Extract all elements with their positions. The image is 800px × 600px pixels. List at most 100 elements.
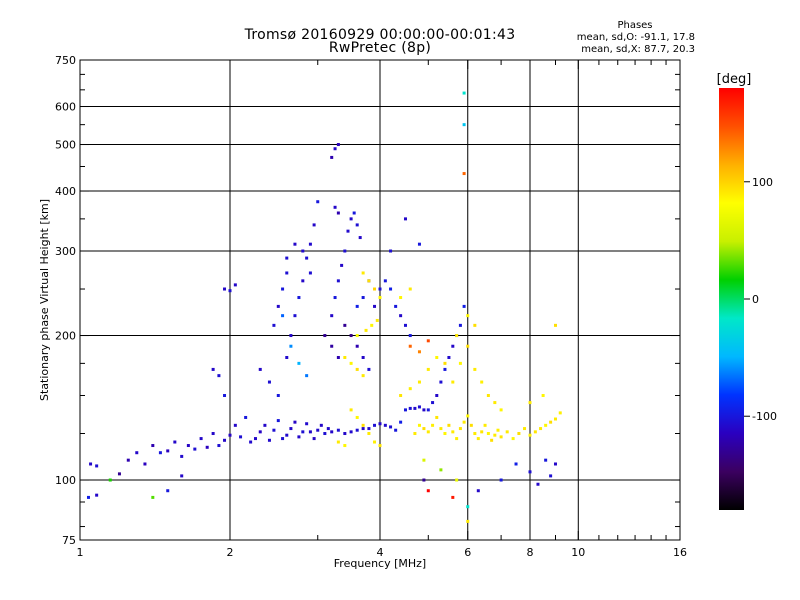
echo-point bbox=[422, 458, 426, 462]
echo-point bbox=[367, 279, 371, 283]
echo-point bbox=[367, 427, 371, 431]
echo-point bbox=[361, 296, 365, 300]
echo-point bbox=[413, 406, 417, 410]
echo-point bbox=[361, 374, 365, 378]
echo-point bbox=[399, 296, 403, 300]
echo-point bbox=[285, 256, 289, 260]
echo-point bbox=[205, 445, 209, 449]
echo-point bbox=[417, 405, 421, 409]
echo-point bbox=[158, 451, 162, 455]
colorbar-ticks: 100 0 -100 bbox=[744, 176, 777, 423]
echo-point bbox=[95, 493, 99, 497]
echo-point bbox=[217, 444, 221, 448]
echo-point bbox=[417, 242, 421, 246]
echo-point bbox=[378, 287, 382, 291]
chart-title-line2: RwPretec (8p) bbox=[328, 40, 432, 56]
echo-point bbox=[349, 217, 353, 221]
echo-point bbox=[349, 334, 353, 338]
y-tick-label: 600 bbox=[55, 101, 76, 114]
echo-point bbox=[228, 289, 232, 293]
echo-point bbox=[499, 478, 503, 482]
echo-point bbox=[426, 430, 430, 434]
y-tick-label: 200 bbox=[55, 330, 76, 343]
echo-point bbox=[394, 304, 398, 308]
echo-point bbox=[558, 411, 562, 415]
echo-point bbox=[447, 355, 451, 359]
echo-point bbox=[426, 367, 430, 371]
echo-point bbox=[403, 323, 407, 327]
echo-point bbox=[378, 422, 382, 426]
echo-point bbox=[496, 428, 500, 432]
echo-point bbox=[126, 458, 130, 462]
echo-point bbox=[378, 444, 382, 448]
echo-point bbox=[539, 427, 543, 431]
echo-point bbox=[370, 323, 374, 327]
echo-point bbox=[336, 428, 340, 432]
echo-point bbox=[426, 339, 430, 343]
echo-point bbox=[383, 279, 387, 283]
echo-point bbox=[408, 287, 412, 291]
echo-point bbox=[435, 415, 439, 419]
echo-point bbox=[349, 408, 353, 412]
echo-point bbox=[451, 380, 455, 384]
echo-point bbox=[462, 123, 466, 127]
echo-point bbox=[244, 415, 248, 419]
echo-point bbox=[447, 423, 451, 427]
echo-point bbox=[375, 318, 379, 322]
echo-point bbox=[333, 147, 337, 151]
echo-point bbox=[263, 423, 267, 427]
echo-point bbox=[511, 437, 515, 441]
echo-point bbox=[528, 401, 532, 405]
echo-point bbox=[180, 454, 184, 458]
echo-point bbox=[541, 394, 545, 398]
echo-point bbox=[408, 344, 412, 348]
y-tick-label: 100 bbox=[55, 474, 76, 487]
echo-point bbox=[361, 423, 365, 427]
colorbar-unit: [deg] bbox=[717, 72, 752, 87]
echo-point bbox=[289, 334, 293, 338]
echo-point bbox=[330, 155, 334, 159]
echo-point bbox=[514, 462, 518, 466]
echo-point bbox=[355, 334, 359, 338]
axis-ticks bbox=[79, 59, 681, 541]
echo-point bbox=[367, 432, 371, 436]
echo-point bbox=[272, 323, 276, 327]
echo-point bbox=[417, 423, 421, 427]
echo-point bbox=[399, 394, 403, 398]
echo-point bbox=[135, 451, 139, 455]
echo-point bbox=[361, 355, 365, 359]
echo-point bbox=[528, 470, 532, 474]
x-tick-label: 4 bbox=[377, 546, 384, 559]
echo-point bbox=[352, 211, 356, 215]
echo-point bbox=[276, 304, 280, 308]
echo-point bbox=[253, 437, 257, 441]
echo-point bbox=[355, 428, 359, 432]
echo-point bbox=[443, 432, 447, 436]
echo-point bbox=[305, 422, 309, 426]
echo-point bbox=[473, 432, 477, 436]
echo-point bbox=[431, 401, 435, 405]
echo-point bbox=[399, 314, 403, 318]
echo-point bbox=[373, 287, 377, 291]
chart-title-line1: Tromsø 20160929 00:00:00-00:01:43 bbox=[244, 27, 516, 43]
echo-point bbox=[355, 344, 359, 348]
echo-point bbox=[476, 437, 480, 441]
echo-point bbox=[462, 304, 466, 308]
echo-point bbox=[319, 423, 323, 427]
echo-point bbox=[340, 263, 344, 267]
echo-point bbox=[373, 440, 377, 444]
echo-point bbox=[285, 271, 289, 275]
echo-point bbox=[355, 415, 359, 419]
echo-point bbox=[330, 430, 334, 434]
echo-point bbox=[249, 440, 253, 444]
echo-point bbox=[343, 249, 347, 253]
echo-point bbox=[355, 304, 359, 308]
echo-point bbox=[443, 367, 447, 371]
echo-point bbox=[490, 438, 494, 442]
echo-point bbox=[458, 361, 462, 365]
echo-point bbox=[312, 223, 316, 227]
echo-point bbox=[333, 205, 337, 209]
echo-point bbox=[267, 438, 271, 442]
echo-point bbox=[293, 314, 297, 318]
x-tick-label: 2 bbox=[227, 546, 234, 559]
